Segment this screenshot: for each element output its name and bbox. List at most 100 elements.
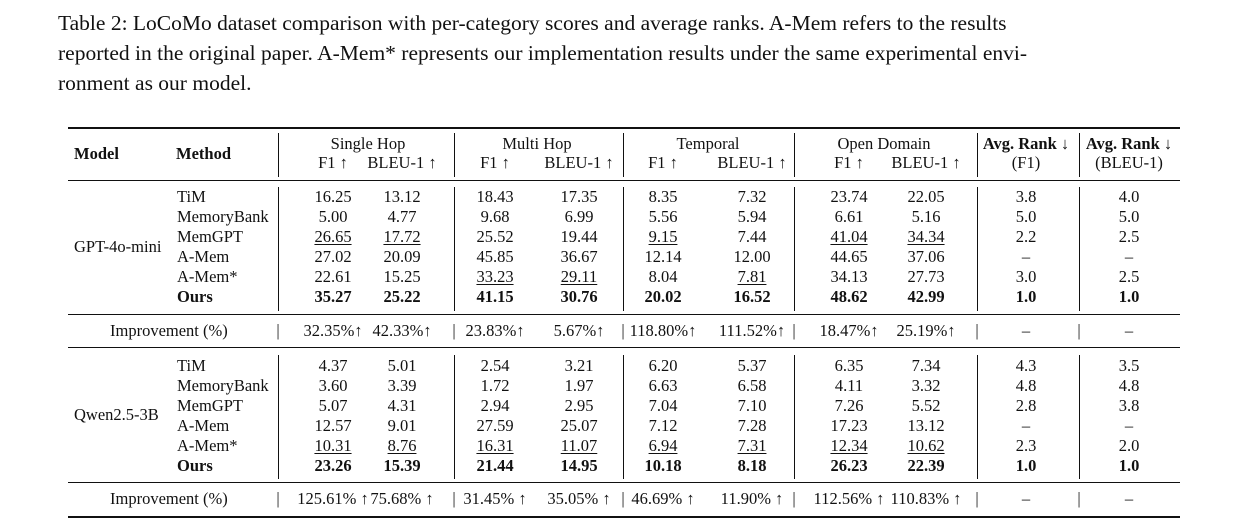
block-rule — [68, 347, 1180, 348]
column-separator — [454, 187, 455, 311]
header-rank-bleu: Avg. Rank ↓ — [1085, 134, 1173, 153]
table-cell: 6.63 — [648, 376, 678, 395]
table-cell: 9.01 — [387, 416, 417, 435]
block-rule — [68, 314, 1180, 315]
method-label: Ours — [177, 456, 213, 475]
table-cell: 3.60 — [318, 376, 348, 395]
table-cell: 27.02 — [314, 247, 352, 266]
table-cell: 11.07 — [560, 436, 598, 455]
table-cell: 1.0 — [1118, 287, 1140, 306]
separator-glyph: | — [975, 489, 979, 508]
column-separator — [1079, 187, 1080, 311]
table-cell: 48.62 — [830, 287, 868, 306]
table-cell: 37.06 — [907, 247, 945, 266]
table-cell: 7.34 — [911, 356, 941, 375]
separator-glyph: | — [621, 489, 625, 508]
separator-glyph: | — [452, 489, 456, 508]
table-cell: 12.57 — [314, 416, 352, 435]
table-cell: 6.94 — [648, 436, 678, 455]
table-cell: 8.76 — [387, 436, 417, 455]
column-separator — [454, 133, 455, 177]
caption-line: Table 2: LoCoMo dataset comparison with … — [58, 11, 1007, 35]
header-group: Multi Hop — [502, 134, 572, 153]
table-cell: 7.26 — [834, 396, 864, 415]
method-label: MemoryBank — [177, 376, 269, 395]
table-cell: 1.97 — [564, 376, 594, 395]
header-model: Model — [74, 144, 119, 163]
table-cell: 3.8 — [1118, 396, 1140, 415]
table-cell: 4.3 — [1015, 356, 1037, 375]
table-cell: 17.35 — [560, 187, 598, 206]
column-separator — [1079, 133, 1080, 177]
table-cell: 42.99 — [907, 287, 945, 306]
table-cell: 3.0 — [1015, 267, 1037, 286]
table-cell: 10.31 — [314, 436, 352, 455]
table-cell: 23.26 — [314, 456, 352, 475]
table-cell: 3.39 — [387, 376, 417, 395]
improvement-cell: 75.68% ↑ — [370, 489, 434, 508]
improvement-cell: – — [1021, 489, 1031, 508]
table-cell: 19.44 — [560, 227, 598, 246]
table-cell: 5.37 — [737, 356, 767, 375]
table-cell: 5.0 — [1118, 207, 1140, 226]
table-cell: 3.32 — [911, 376, 941, 395]
table-cell: 26.23 — [830, 456, 868, 475]
header-rank-bleu-sub: (BLEU-1) — [1095, 153, 1163, 172]
top-rule — [68, 127, 1180, 129]
table-cell: 7.10 — [737, 396, 767, 415]
table-cell: 10.18 — [644, 456, 682, 475]
column-separator — [623, 187, 624, 311]
table-cell: 6.99 — [564, 207, 594, 226]
improvement-cell: 118.80%↑ — [629, 321, 697, 340]
method-label: A-Mem — [177, 247, 230, 266]
table-cell: 5.07 — [318, 396, 348, 415]
table-cell: 16.25 — [314, 187, 352, 206]
table-cell: 12.34 — [830, 436, 868, 455]
table-cell: 14.95 — [560, 456, 598, 475]
column-separator — [977, 187, 978, 311]
table-cell: 4.8 — [1118, 376, 1140, 395]
table-cell: 16.31 — [476, 436, 514, 455]
table-cell: 22.39 — [907, 456, 945, 475]
table-cell: – — [1124, 416, 1134, 435]
table-cell: 25.52 — [476, 227, 514, 246]
table-cell: 5.16 — [911, 207, 941, 226]
method-label: A-Mem — [177, 416, 230, 435]
table-cell: 4.8 — [1015, 376, 1037, 395]
table-cell: 2.8 — [1015, 396, 1037, 415]
table-cell: 21.44 — [476, 456, 514, 475]
table-cell: 6.61 — [834, 207, 864, 226]
header-metric: BLEU-1 ↑ — [367, 153, 437, 172]
table-cell: 36.67 — [560, 247, 598, 266]
column-separator — [977, 133, 978, 177]
method-label: TiM — [177, 356, 206, 375]
improvement-cell: 125.61% ↑ — [297, 489, 369, 508]
table-cell: 33.23 — [476, 267, 514, 286]
column-separator — [623, 133, 624, 177]
column-separator — [794, 187, 795, 311]
table-cell: 15.25 — [383, 267, 421, 286]
improvement-cell: 5.67%↑ — [553, 321, 605, 340]
column-separator — [1079, 355, 1080, 479]
separator-glyph: | — [452, 321, 456, 340]
table-cell: 13.12 — [383, 187, 421, 206]
table-cell: 1.72 — [480, 376, 510, 395]
table-cell: 2.54 — [480, 356, 510, 375]
improvement-cell: 23.83%↑ — [465, 321, 525, 340]
table-cell: 8.18 — [737, 456, 767, 475]
method-label: MemoryBank — [177, 207, 269, 226]
method-label: TiM — [177, 187, 206, 206]
model-label: GPT-4o-mini — [74, 237, 162, 256]
table-cell: 15.39 — [383, 456, 421, 475]
table-cell: 16.52 — [733, 287, 771, 306]
header-metric: BLEU-1 ↑ — [891, 153, 961, 172]
improvement-cell: – — [1124, 489, 1134, 508]
table-cell: 1.0 — [1015, 456, 1037, 475]
table-cell: 9.15 — [648, 227, 678, 246]
table-cell: 25.22 — [383, 287, 421, 306]
column-separator — [977, 355, 978, 479]
table-cell: 23.74 — [830, 187, 868, 206]
improvement-cell: 111.52%↑ — [718, 321, 786, 340]
table-cell: 7.28 — [737, 416, 767, 435]
table-cell: 1.0 — [1118, 456, 1140, 475]
